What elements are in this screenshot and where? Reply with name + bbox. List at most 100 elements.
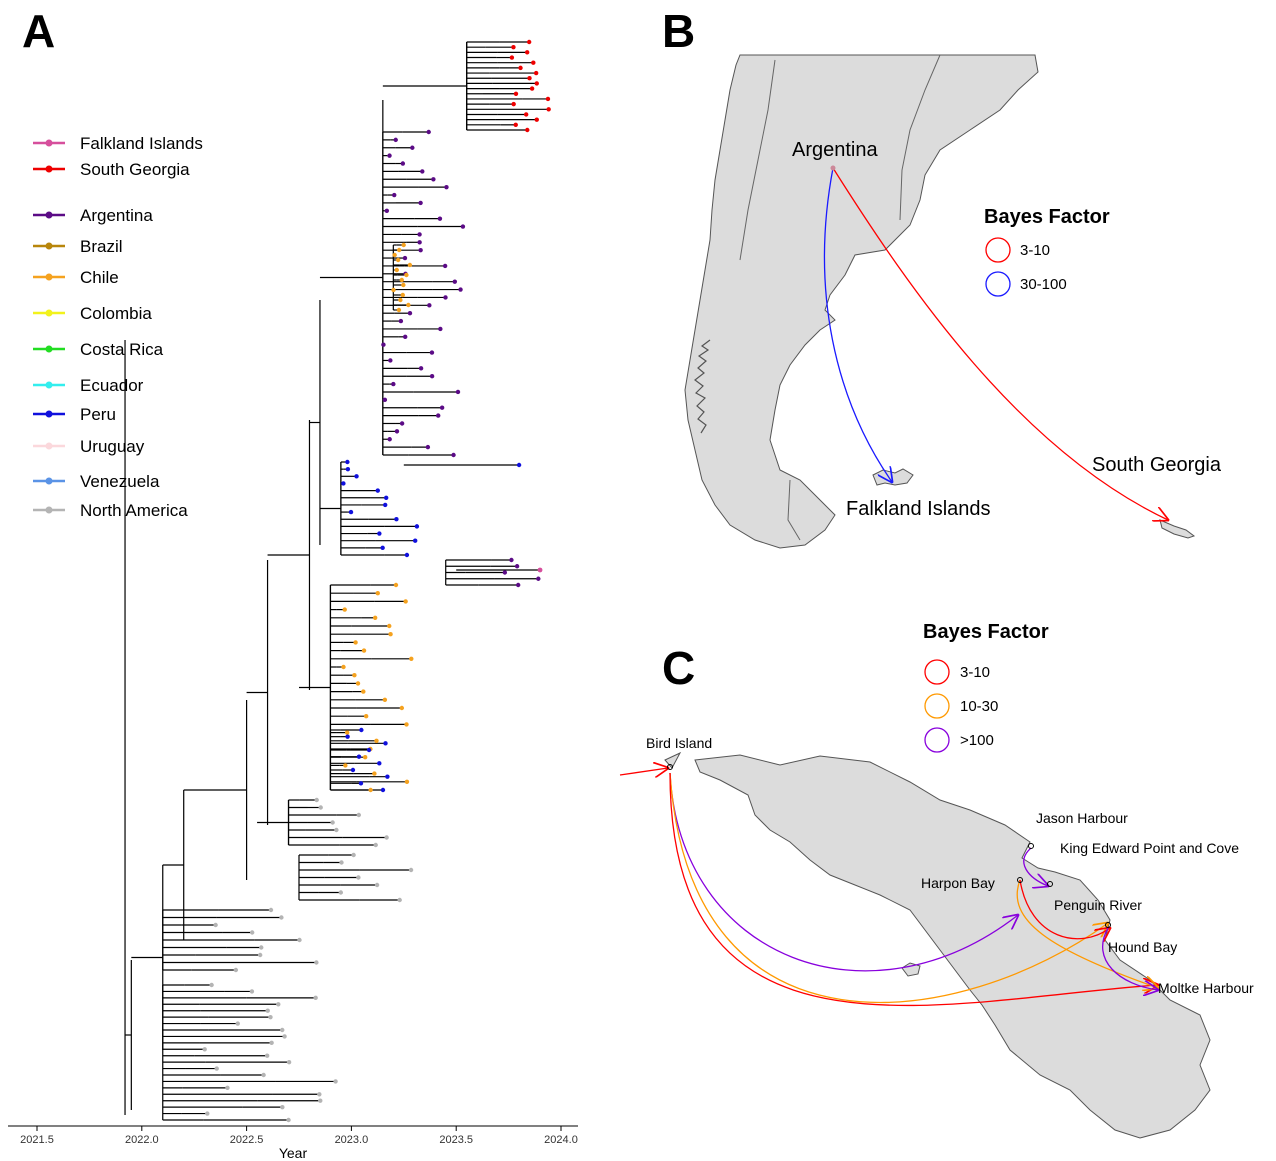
tree-tip (509, 55, 515, 60)
tree-tip (458, 287, 463, 292)
tree-tip (431, 177, 436, 182)
tree-tip (268, 1014, 273, 1020)
legend-dot (45, 309, 53, 317)
arrow-bird-island-penguin-river (669, 772, 1018, 972)
tree-tip (213, 922, 218, 928)
chile-coast (694, 339, 711, 434)
kep-label: King Edward Point and Cove (1060, 840, 1239, 856)
tree-tip (509, 557, 514, 563)
country-border (787, 479, 801, 541)
legend-entry: Colombia (33, 304, 152, 323)
tree-tip (442, 263, 448, 269)
tree-tip (394, 267, 399, 273)
legend-label: South Georgia (80, 160, 190, 179)
tree-tip (358, 781, 364, 786)
tree-tip (516, 462, 522, 468)
tree-tip (361, 689, 366, 694)
tree-tip (407, 262, 413, 268)
bayes-legend-label: 3-10 (1020, 242, 1050, 259)
tree-tip (526, 39, 532, 45)
tree-tip (372, 771, 377, 776)
tree-tip (399, 277, 404, 283)
tree-tip (403, 334, 408, 340)
tree-tip (382, 397, 388, 403)
tree-tip (436, 413, 441, 418)
x-tick-label: 2024.0 (544, 1134, 578, 1146)
tree-tip (235, 1021, 240, 1026)
tree-tip (363, 714, 369, 719)
tree-tip (443, 295, 448, 300)
tree-tip (342, 607, 347, 612)
bayes-legend-label: >100 (960, 732, 994, 749)
tree-tip (356, 875, 361, 880)
arrow-jason-penguin (1023, 847, 1048, 886)
tree-tip (382, 697, 388, 702)
tree-tip (398, 297, 403, 303)
tree-tip (350, 767, 356, 773)
tree-tip (399, 421, 405, 426)
tree-tip (377, 531, 382, 536)
bayes-legend-circle (924, 693, 950, 719)
jason-harbour-dot (1028, 843, 1034, 849)
falklands-label: Falkland Islands (846, 498, 991, 520)
bayes-legend-entry: 10-30 (924, 693, 998, 719)
legend-dot (45, 477, 53, 485)
legend-label: Falkland Islands (80, 134, 203, 153)
tree-tip (395, 257, 401, 263)
arrow-bird-island-hound-bay (669, 772, 1108, 1004)
tree-tip (394, 429, 400, 434)
legend-entry: Costa Rica (33, 340, 164, 359)
small-islet (901, 962, 921, 977)
tree-tip (341, 481, 346, 486)
legend-label: North America (80, 501, 188, 520)
legend-dot (45, 139, 53, 147)
bayes-legend-c: 3-10 10-30 >100 (924, 659, 998, 753)
jason-harbour-label: Jason Harbour (1036, 810, 1128, 826)
bayes-legend-b: 3-10 30-100 (985, 237, 1067, 297)
tree-tip (402, 255, 408, 261)
tree-tip (396, 307, 402, 313)
country-border (899, 54, 941, 221)
bayes-legend-title-c: Bayes Factor (923, 621, 1049, 643)
tree-tip (545, 96, 551, 102)
kep-dot (1047, 881, 1053, 887)
legend-entry: South Georgia (33, 160, 190, 179)
tree-tip (345, 466, 351, 472)
bayes-legend-circle (985, 271, 1011, 297)
tree-tip (418, 200, 423, 206)
tree-tip (265, 1008, 270, 1013)
tree-tip (537, 567, 543, 573)
legend-entry: Brazil (33, 237, 123, 256)
harpon-bay-label: Harpon Bay (921, 875, 995, 891)
bayes-legend-label: 3-10 (960, 664, 990, 681)
arrow-harpon-moltke (1016, 879, 1158, 988)
tree-tip (280, 1104, 285, 1110)
x-tick-label: 2022.5 (230, 1134, 264, 1146)
tree-tip (546, 107, 551, 112)
panel-b-label: B (662, 5, 696, 57)
legend-entry: Uruguay (33, 437, 145, 456)
tree-tip (269, 1040, 274, 1046)
tree-tip (394, 517, 399, 522)
legend-label: Chile (80, 268, 119, 287)
tree-tip (261, 1072, 266, 1078)
tree-tip (355, 681, 361, 686)
tree-tip (531, 60, 536, 65)
bird-island-dot (667, 764, 673, 770)
tree-tip (313, 995, 318, 1001)
tree-tip (279, 915, 284, 920)
tree-tip (286, 1117, 291, 1123)
tree-tip (356, 754, 362, 759)
bayes-legend-entry: 3-10 (924, 659, 990, 685)
tree-tip (401, 242, 406, 248)
legend-dot (45, 242, 53, 250)
argentina-label: Argentina (792, 139, 878, 161)
tree-tip (385, 774, 390, 779)
legend-dot (45, 506, 53, 514)
legend-entry: North America (33, 501, 188, 520)
tree-tip (318, 1098, 323, 1103)
tree-tip (404, 722, 409, 727)
tree-tip (348, 509, 354, 515)
tree-tip (518, 65, 523, 71)
legend-dot (45, 381, 53, 389)
